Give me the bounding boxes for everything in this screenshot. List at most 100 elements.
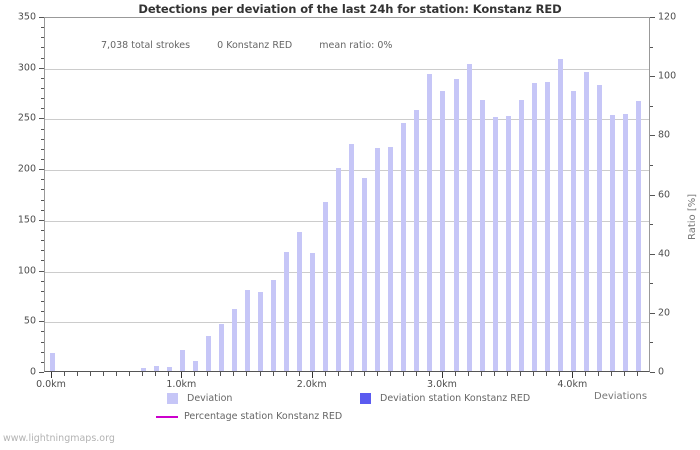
legend-swatch-deviation-station-icon (360, 393, 371, 404)
x-axis-title: Deviations (594, 391, 648, 402)
y-axis-left-label: 200 (17, 163, 36, 175)
x-axis-tick-major (441, 372, 443, 378)
bar (583, 71, 589, 371)
y-axis-left-label: 300 (17, 62, 36, 74)
legend-item-deviation-station[interactable]: Deviation station Konstanz RED (360, 393, 530, 404)
y-axis-right-label: 120 (658, 11, 677, 23)
y-axis-right-label: 40 (658, 248, 671, 260)
bar (218, 324, 224, 371)
x-axis-tick-minor (272, 372, 274, 376)
y-axis-left-tick-minor (41, 250, 44, 252)
legend-line-percentage-icon (156, 415, 178, 418)
y-axis-left-tick-minor (41, 230, 44, 231)
y-axis-left-tick-minor (41, 47, 44, 49)
x-axis-label: 3.0km (427, 379, 457, 390)
bar (140, 367, 146, 371)
y-axis-left-label: 150 (17, 214, 36, 226)
bar (622, 114, 628, 371)
y-axis-left-tick-minor (41, 108, 44, 110)
y-axis-left-tick-minor (41, 199, 44, 201)
bar (244, 289, 250, 371)
y-axis-left-tick-minor (41, 179, 44, 181)
x-axis-tick-major (311, 372, 313, 378)
bar (596, 84, 602, 371)
x-axis-tick-minor (77, 372, 79, 376)
y-axis-left-tick-minor (41, 37, 44, 39)
legend-item-deviation[interactable]: Deviation (167, 393, 232, 404)
y-axis-left-tick-minor (41, 361, 44, 363)
bar (466, 63, 472, 371)
y-axis-left-tick-minor (41, 280, 44, 282)
bar (179, 349, 185, 371)
x-axis-tick-major (181, 372, 183, 378)
y-axis-left-label: 350 (17, 11, 36, 23)
bar (192, 360, 198, 371)
y-axis-left-tick-major (39, 372, 44, 373)
gridline (45, 220, 649, 222)
y-axis-right-label: 60 (658, 189, 671, 200)
x-axis-tick-minor (507, 372, 509, 376)
bar-series-deviation (45, 18, 649, 371)
watermark: www.lightningmaps.org (3, 433, 115, 444)
bar (479, 100, 485, 371)
y-axis-right-tick-minor (650, 342, 653, 344)
y-axis-right-tick-major (650, 312, 655, 314)
bar (323, 201, 329, 371)
y-axis-left-tick-minor (41, 209, 44, 211)
y-axis-right-tick-major (650, 76, 655, 78)
x-axis-tick-minor (233, 372, 235, 376)
y-axis-left-tick-minor (41, 331, 44, 333)
bar (453, 78, 459, 371)
x-axis-tick-minor (142, 372, 144, 376)
gridlines (45, 18, 649, 371)
bar (635, 101, 641, 371)
x-axis-tick-minor (168, 372, 170, 376)
bar (557, 58, 563, 371)
y-axis-left-tick-minor (41, 128, 44, 130)
y-axis-left-tick-major (39, 118, 44, 120)
y-axis-left-tick-minor (41, 189, 44, 191)
y-axis-left-tick-minor (41, 301, 44, 302)
x-axis-tick-minor (350, 372, 352, 376)
y-axis-right-label: 20 (658, 307, 671, 319)
bar (609, 115, 615, 371)
y-axis-left-label: 0 (29, 366, 36, 378)
bar (336, 168, 342, 371)
bar (153, 365, 159, 371)
x-axis-tick-minor (259, 372, 261, 376)
x-axis-tick-minor (611, 372, 613, 376)
legend-item-percentage-station[interactable]: Percentage station Konstanz RED (156, 411, 342, 422)
y-axis-right-label: 80 (658, 129, 671, 141)
y-axis-left-tick-minor (41, 98, 44, 100)
y-axis-left-tick-major (39, 169, 44, 171)
gridline (45, 170, 649, 172)
station-strokes-label: 0 Konstanz RED (217, 40, 293, 51)
y-axis-left-tick-minor (41, 88, 44, 89)
bar (570, 91, 576, 371)
bar (205, 335, 211, 371)
x-axis-tick-minor (298, 372, 300, 376)
legend-label-percentage-station: Percentage station Konstanz RED (184, 411, 343, 422)
bar (49, 352, 55, 371)
y-axis-left-tick-minor (41, 27, 44, 29)
y-axis-left-label: 50 (23, 315, 36, 327)
y-axis-right-tick-minor (650, 105, 653, 107)
bar (297, 232, 303, 371)
y-axis-right-tick-major (650, 253, 655, 255)
y-axis-right-tick-minor (650, 283, 653, 285)
bar (440, 91, 446, 371)
x-axis-tick-minor (285, 372, 287, 376)
y-axis-right-label: 0 (658, 366, 665, 378)
x-axis-tick-minor (220, 372, 222, 376)
y-axis-left-label: 100 (17, 265, 36, 277)
x-axis-tick-minor (246, 372, 248, 376)
y-axis-right-tick-major (650, 372, 655, 373)
x-axis-tick-minor (585, 372, 587, 376)
y-axis-right-tick-major (650, 135, 655, 137)
bar (518, 100, 524, 371)
x-axis-tick-minor (637, 372, 639, 376)
gridline (45, 322, 649, 324)
bar (492, 117, 498, 371)
y-axis-right-label: 100 (658, 70, 677, 82)
